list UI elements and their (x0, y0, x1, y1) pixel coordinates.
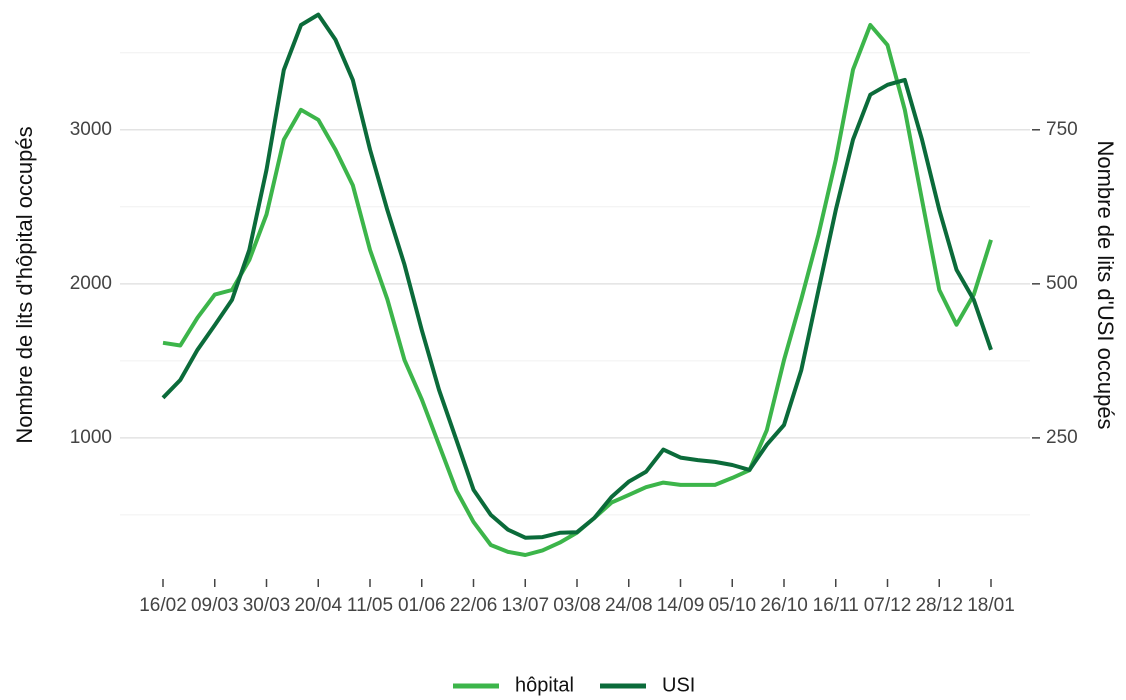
y2-axis-title: Nombre de lits d'USI occupés (1093, 140, 1118, 429)
x-tick-label: 03/08 (553, 595, 601, 616)
y-tick-label: 2000 (70, 273, 112, 294)
x-tick-label: 26/10 (760, 595, 808, 616)
y2-tick-label: 250 (1046, 427, 1078, 448)
x-tick-label: 20/04 (294, 595, 342, 616)
x-tick-label: 01/06 (398, 595, 446, 616)
y2-tick-label: 500 (1046, 273, 1078, 294)
y-tick-label: 3000 (70, 119, 112, 140)
x-tick-label: 22/06 (450, 595, 498, 616)
x-tick-label: 07/12 (864, 595, 912, 616)
line-series (161, 12, 993, 540)
x-tick-label: 16/11 (813, 595, 859, 616)
y2-tick-label: 750 (1046, 119, 1078, 140)
x-tick-label: 16/02 (139, 595, 187, 616)
x-tick-label: 13/07 (501, 595, 549, 616)
x-tick-label: 09/03 (191, 595, 239, 616)
y-axis-title: Nombre de lits d'hôpital occupés (12, 126, 37, 443)
legend-text: USI (662, 674, 695, 696)
x-tick-label: 05/10 (708, 595, 756, 616)
legend-text: hôpital (515, 674, 574, 696)
x-tick-label: 30/03 (243, 595, 291, 616)
x-tick-label: 11/05 (347, 595, 393, 616)
y-tick-label: 1000 (70, 427, 112, 448)
x-tick-label: 18/01 (967, 595, 1015, 616)
x-tick-label: 28/12 (915, 595, 963, 616)
x-tick-label: 14/09 (657, 595, 705, 616)
x-tick-label: 24/08 (605, 595, 653, 616)
